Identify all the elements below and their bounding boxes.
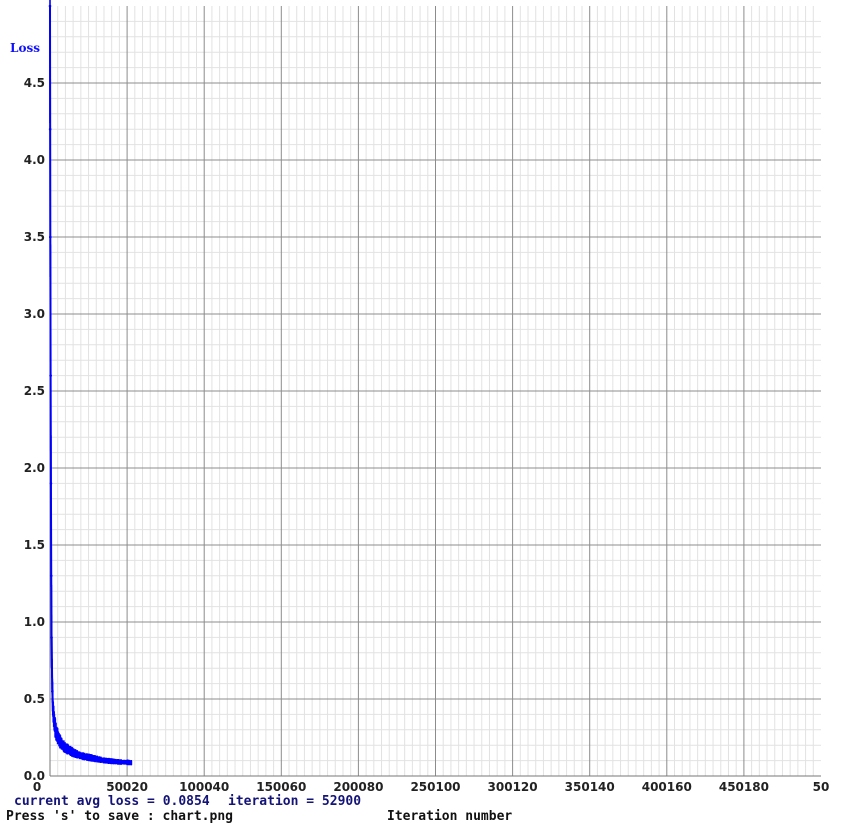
y-tick-label: 4.5 (24, 76, 45, 90)
loss-point (48, 4, 52, 8)
current-avg-loss: current avg loss = 0.0854 (14, 794, 210, 809)
loss-point (49, 374, 52, 377)
x-axis-label: Iteration number (387, 809, 512, 824)
y-tick-label: 3.0 (24, 307, 45, 321)
x-tick-label: 350140 (565, 780, 615, 794)
series-loss (48, 0, 133, 766)
major-grid (50, 6, 821, 776)
y-axis-label: Loss (10, 41, 40, 55)
y-tick-label: 2.5 (24, 384, 45, 398)
x-tick-label: 50 (813, 780, 830, 794)
y-tick-label: 4.0 (24, 153, 45, 167)
x-tick-label: 50020 (106, 780, 148, 794)
iteration-count: iteration = 52900 (228, 794, 361, 809)
y-tick-label: 1.0 (24, 615, 45, 629)
x-tick-label: 400160 (642, 780, 692, 794)
x-tick-label: 200080 (333, 780, 383, 794)
loss-point (48, 127, 52, 131)
y-tick-label: 2.0 (24, 461, 45, 475)
loss-point (51, 690, 54, 693)
x-tick-label: 250100 (410, 780, 460, 794)
save-hint: Press 's' to save : chart.png (6, 809, 233, 824)
y-tick-label: 0.5 (24, 692, 45, 706)
loss-line (49, 5, 132, 764)
loss-point (49, 235, 52, 239)
y-tick-label: 0.0 (24, 769, 45, 783)
x-tick-label: 100040 (179, 780, 229, 794)
x-tick-label: 0 (33, 780, 41, 794)
loss-point (49, 482, 53, 485)
y-tick-label: 1.5 (24, 538, 45, 552)
x-tick-label: 450180 (719, 780, 769, 794)
loss-point (50, 636, 53, 639)
x-tick-label: 150060 (256, 780, 306, 794)
tick-labels: 0 50020 100040 150060 200080 250100 300120 3501… (24, 76, 830, 794)
x-tick-label: 300120 (488, 780, 538, 794)
loss-point (49, 574, 53, 578)
y-tick-label: 3.5 (24, 230, 45, 244)
